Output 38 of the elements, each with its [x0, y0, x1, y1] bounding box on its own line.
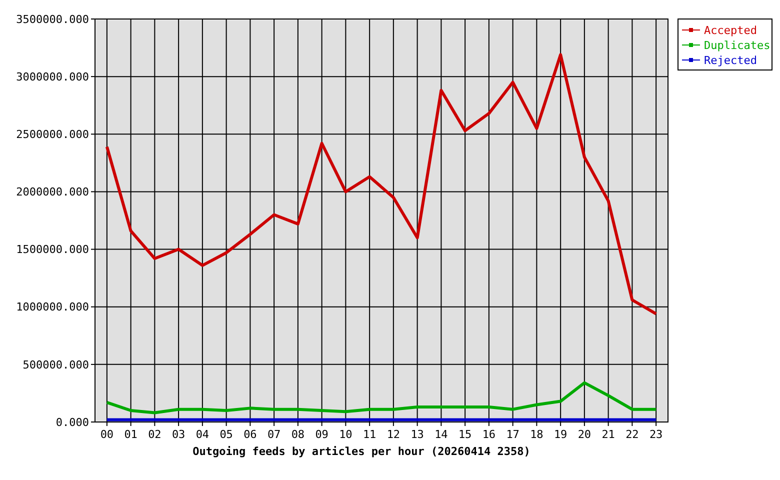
x-tick-label: 00 — [100, 428, 114, 441]
x-tick-label: 10 — [339, 428, 352, 441]
y-tick-label: 500000.000 — [22, 358, 89, 372]
x-tick-label: 06 — [244, 428, 257, 441]
x-tick-label: 05 — [220, 428, 233, 441]
x-tick-label: 07 — [267, 428, 281, 441]
y-tick-label: 2000000.000 — [16, 186, 89, 199]
y-tick-label: 3500000.000 — [16, 12, 89, 26]
x-tick-label: 15 — [458, 428, 472, 441]
x-tick-label: 14 — [434, 428, 448, 441]
x-axis-title: Outgoing feeds by articles per hour (20260414 2358) — [192, 445, 530, 458]
line-series — [105, 381, 658, 414]
x-tick-label: 13 — [410, 428, 424, 441]
y-tick-label: 0.000 — [56, 416, 89, 429]
x-tick-label: 01 — [124, 428, 138, 441]
y-tick-label: 1500000.000 — [16, 243, 89, 256]
legend-label: Duplicates — [704, 38, 770, 52]
legend-label: Rejected — [704, 54, 757, 67]
x-tick-label: 17 — [506, 428, 520, 441]
x-tick-label: 04 — [196, 428, 210, 441]
x-tick-label: 22 — [626, 428, 639, 441]
x-tick-label: 02 — [148, 428, 162, 441]
line-series — [105, 53, 658, 316]
x-tick-label: 08 — [291, 428, 305, 441]
x-tick-label: 19 — [554, 428, 568, 441]
x-tick-label: 16 — [482, 428, 496, 441]
x-tick-label: 09 — [315, 428, 328, 441]
x-tick-label: 18 — [530, 428, 544, 441]
x-tick-label: 21 — [602, 428, 615, 441]
legend-label: Accepted — [704, 24, 757, 37]
x-tick-label: 11 — [362, 428, 376, 441]
y-tick-label: 3000000.000 — [16, 70, 89, 84]
y-tick-label: 2500000.000 — [16, 128, 89, 141]
x-tick-label: 12 — [386, 428, 400, 441]
x-tick-label: 03 — [172, 428, 186, 441]
x-tick-label: 20 — [578, 428, 592, 441]
y-tick-label: 1000000.000 — [16, 300, 89, 314]
x-tick-label: 23 — [649, 428, 663, 441]
